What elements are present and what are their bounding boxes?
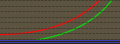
Bar bbox=[0, 40, 120, 44]
